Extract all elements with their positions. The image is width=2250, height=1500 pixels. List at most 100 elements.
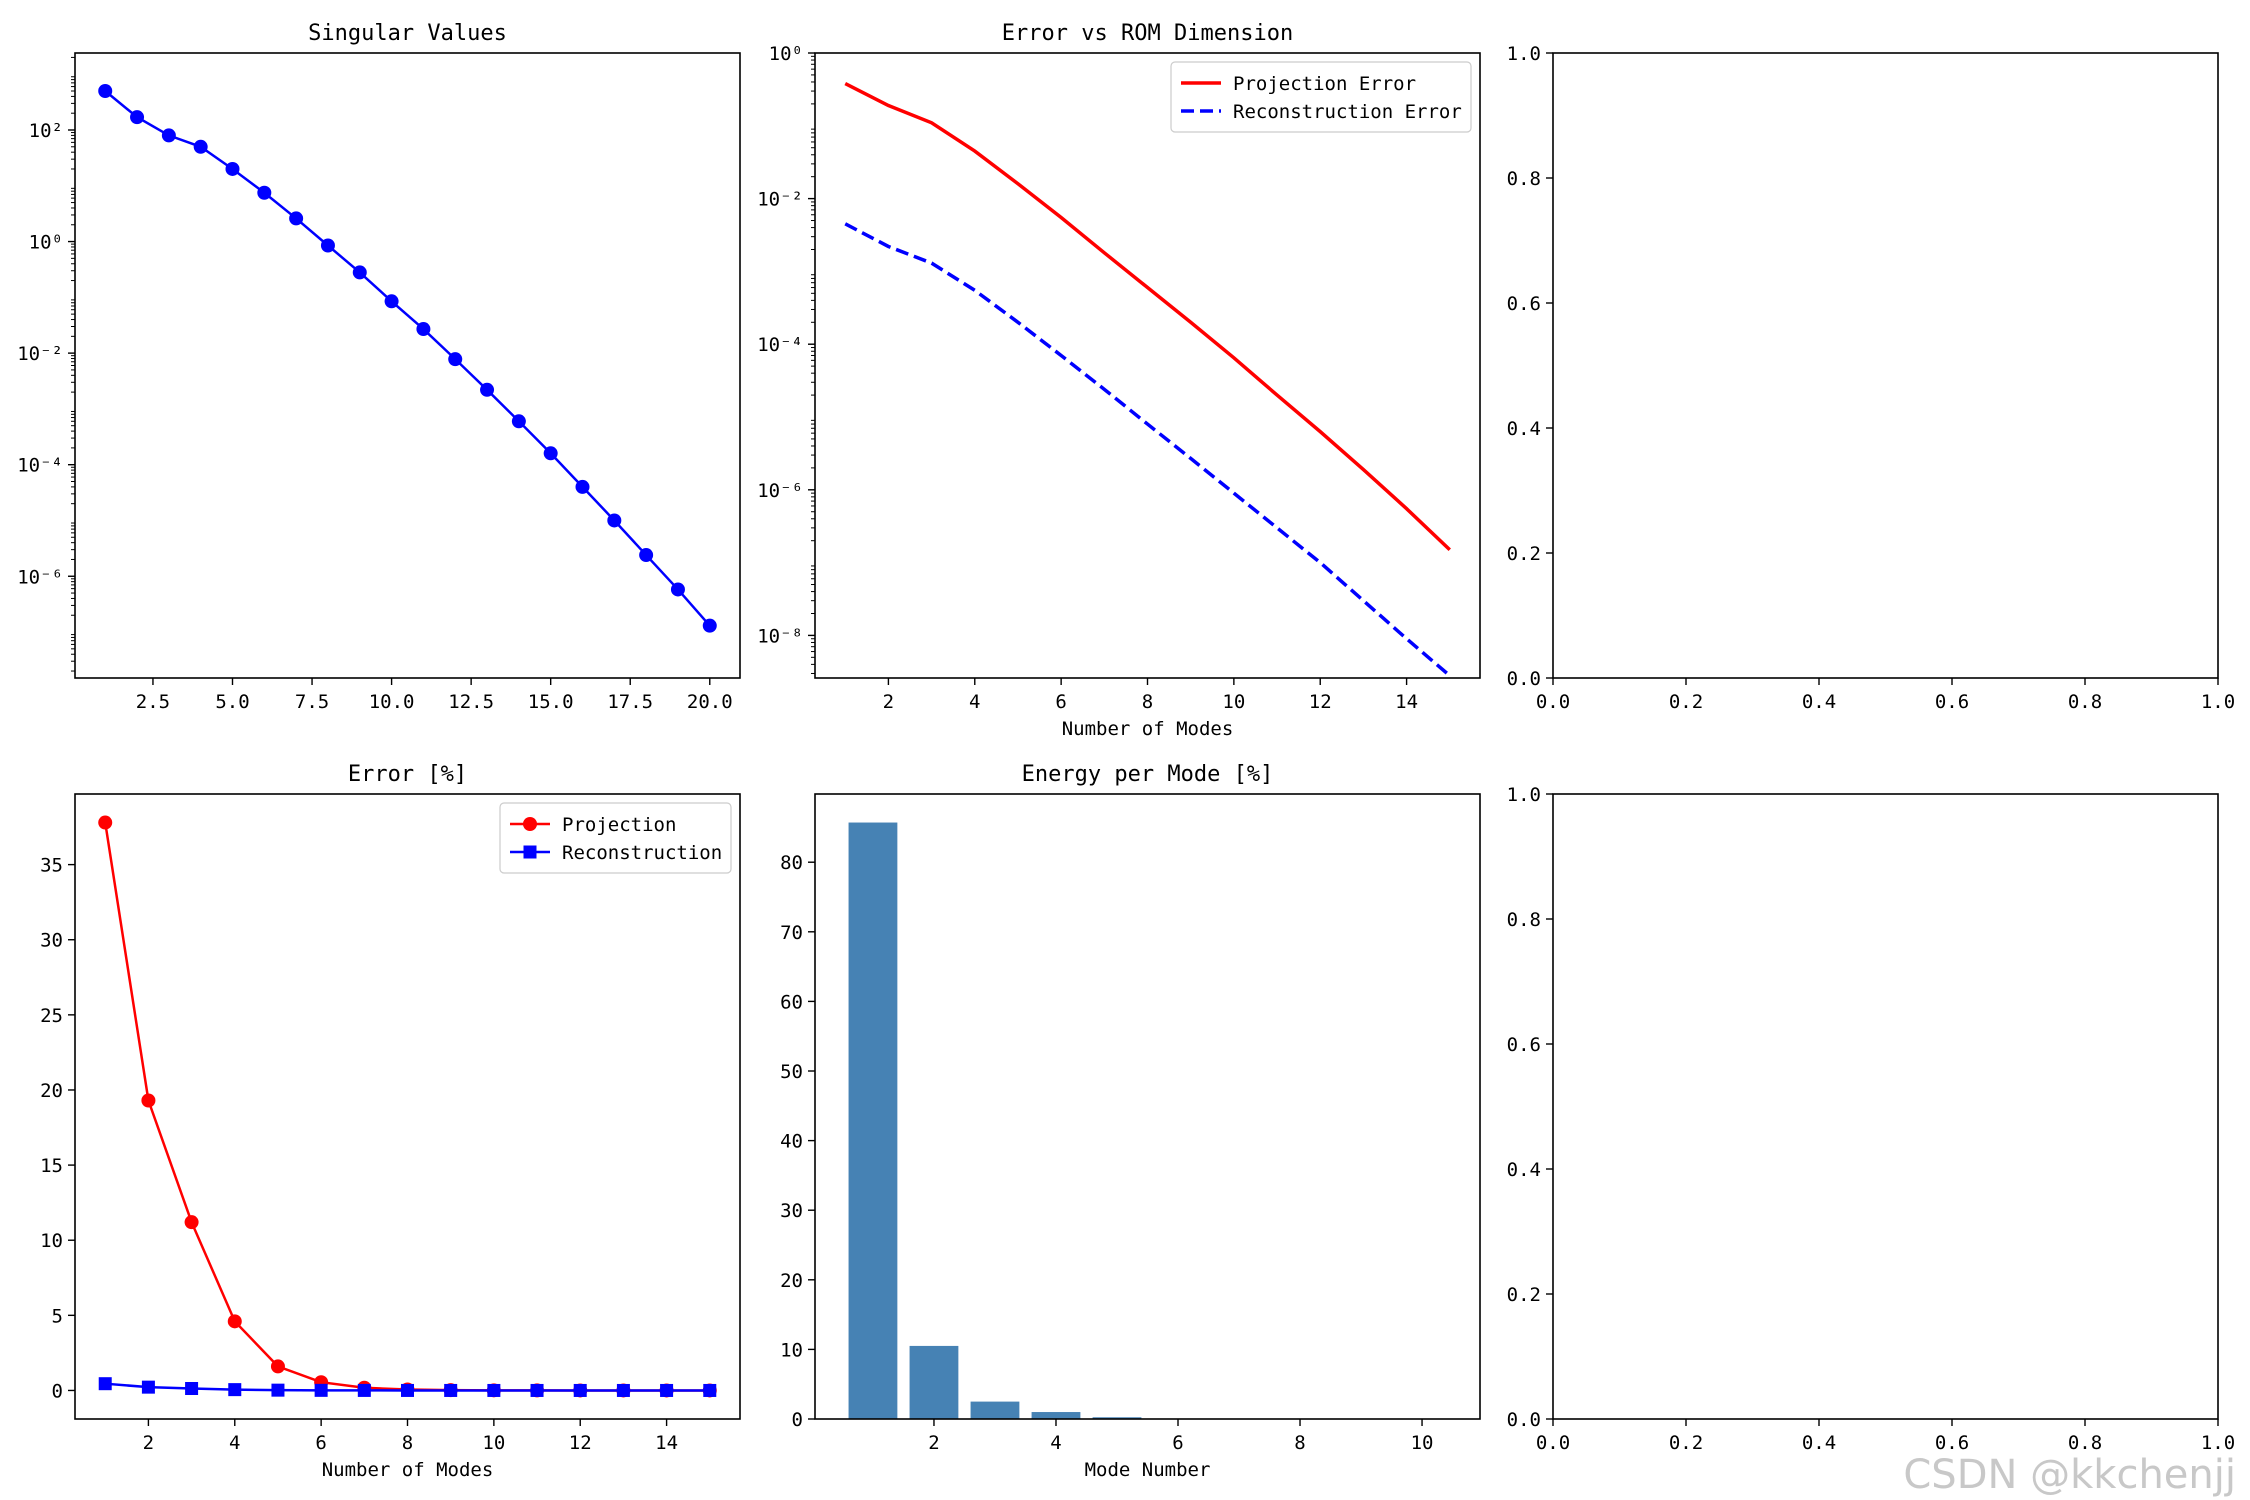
x-tick-label: 4 [969, 691, 980, 713]
y-tick-label: 30 [40, 930, 63, 952]
x-tick-label: 4 [229, 1432, 240, 1454]
plot-area [98, 815, 717, 1398]
data-point [98, 84, 113, 99]
series-line-2 [844, 222, 1451, 677]
legend: Projection Reconstruction [499, 802, 732, 874]
chart-6: 0.0 0.2 0.4 0.6 0.8 1.0 0.0 0.2 0.4 0.6 0.8 1.0 [1507, 784, 2235, 1454]
x-tick-label: 12 [569, 1432, 592, 1454]
plot-area [98, 84, 717, 633]
data-point [702, 618, 717, 633]
chart-title: Error vs ROM Dimension [1002, 21, 1293, 46]
y-tick-label: 10⁻⁴ [17, 455, 63, 477]
y-tick-label: 0.8 [1507, 909, 1541, 931]
series-line-1 [104, 90, 711, 627]
y-tick-label: 25 [40, 1005, 63, 1027]
data-point [416, 322, 431, 337]
y-tick-label: 5 [52, 1305, 63, 1327]
y-tick-label: 30 [780, 1200, 803, 1222]
data-point [271, 1383, 285, 1397]
data-point [607, 513, 622, 528]
x-tick-label: 14 [655, 1432, 678, 1454]
x-tick-label: 0.2 [1669, 691, 1703, 713]
data-point [141, 1093, 156, 1108]
legend-label: Projection Error [1233, 73, 1416, 95]
y-tick-label: 1.0 [1507, 43, 1541, 65]
chart-2: 2 4 6 8 10 12 14 10⁰ 10⁻² 10⁻⁴ 10⁻⁶ 10⁻⁸ Error vs RO… [757, 21, 1481, 740]
y-tick-label: 0.0 [1507, 668, 1541, 690]
chart-1: 2.5 5.0 7.5 10.0 12.5 15.0 17.5 20.0 10² 10⁰ 10⁻² 1… [17, 21, 741, 713]
series-line-1 [844, 82, 1451, 552]
x-tick-label: 12 [1309, 691, 1332, 713]
x-tick-label: 10 [482, 1432, 505, 1454]
y-tick-label: 1.0 [1507, 784, 1541, 806]
x-tick-label: 6 [315, 1432, 326, 1454]
data-point [616, 1383, 630, 1397]
y-tick-label: 10⁰ [29, 232, 63, 254]
data-point [270, 1359, 285, 1374]
y-tick-label: 10⁻⁸ [757, 625, 803, 647]
y-tick-label: 20 [40, 1080, 63, 1102]
bar-mode-2 [909, 1345, 959, 1419]
y-tick-label: 10⁻⁶ [17, 566, 63, 588]
bar-mode-4 [1031, 1412, 1081, 1419]
data-point [401, 1383, 414, 1397]
axes-frame [1552, 793, 2219, 1420]
x-tick-label: 2 [883, 691, 894, 713]
y-tick-label: 10⁻² [17, 343, 63, 365]
x-tick-label: 0.4 [1802, 691, 1836, 713]
x-tick-label: 8 [1294, 1432, 1305, 1454]
data-point [530, 1383, 544, 1397]
data-point [384, 294, 399, 309]
chart-4: 2 4 6 8 10 12 14 0 5 10 15 20 25 30 35 Error [%] Number … [40, 762, 741, 1481]
data-point [573, 1383, 587, 1397]
axes-frame [74, 793, 741, 1420]
data-point [703, 1383, 717, 1397]
y-tick-label: 10⁻⁴ [757, 334, 803, 356]
y-tick-label: 10² [29, 120, 63, 142]
data-point [511, 414, 526, 429]
x-tick-label: 4 [1050, 1432, 1061, 1454]
data-point [130, 110, 145, 125]
x-tick-label: 2.5 [136, 691, 170, 713]
chart-5: 2 4 6 8 10 0 10 20 30 40 50 60 70 80 Energy per Mode [… [780, 762, 1481, 1481]
x-tick-label: 1.0 [2201, 691, 2235, 713]
y-tick-label: 0 [52, 1380, 63, 1402]
data-point [575, 479, 590, 494]
series-line-1 [103, 822, 710, 1392]
y-tick-label: 60 [780, 991, 803, 1013]
data-point [639, 548, 654, 563]
data-point [444, 1383, 458, 1397]
legend-label: Reconstruction [562, 842, 722, 864]
y-tick-label: 10⁻⁶ [757, 480, 803, 502]
data-point [185, 1382, 199, 1396]
data-point [357, 1383, 371, 1397]
y-tick-label: 0.2 [1507, 543, 1541, 565]
x-tick-label: 2 [928, 1432, 939, 1454]
axes-frame [74, 52, 741, 679]
data-point [670, 582, 685, 597]
axes-frame [814, 52, 1481, 679]
data-point [98, 815, 113, 830]
x-tick-label: 7.5 [295, 691, 329, 713]
y-tick-label: 15 [40, 1155, 63, 1177]
data-point [227, 1314, 242, 1329]
y-tick-label: 10 [40, 1230, 63, 1252]
x-tick-label: 8 [402, 1432, 413, 1454]
data-point [660, 1383, 674, 1397]
y-tick-label: 35 [40, 855, 63, 877]
data-point [543, 446, 558, 461]
y-tick-label: 70 [780, 922, 803, 944]
y-tick-label: 40 [780, 1131, 803, 1153]
watermark: CSDN @kkchenjj [1903, 1452, 2236, 1498]
y-tick-label: 20 [780, 1270, 803, 1292]
y-tick-label: 0.6 [1507, 1034, 1541, 1056]
x-tick-label: 10 [1411, 1432, 1434, 1454]
x-tick-label: 17.5 [607, 691, 653, 713]
y-tick-label: 80 [780, 852, 803, 874]
x-tick-label: 8 [1142, 691, 1153, 713]
legend: Projection Error Reconstruction Error [1170, 61, 1472, 133]
y-tick-label: 0.2 [1507, 1284, 1541, 1306]
chart-3: 0.0 0.2 0.4 0.6 0.8 1.0 0.0 0.2 0.4 0.6 0.8 1.0 [1507, 43, 2235, 713]
y-tick-label: 10 [780, 1339, 803, 1361]
